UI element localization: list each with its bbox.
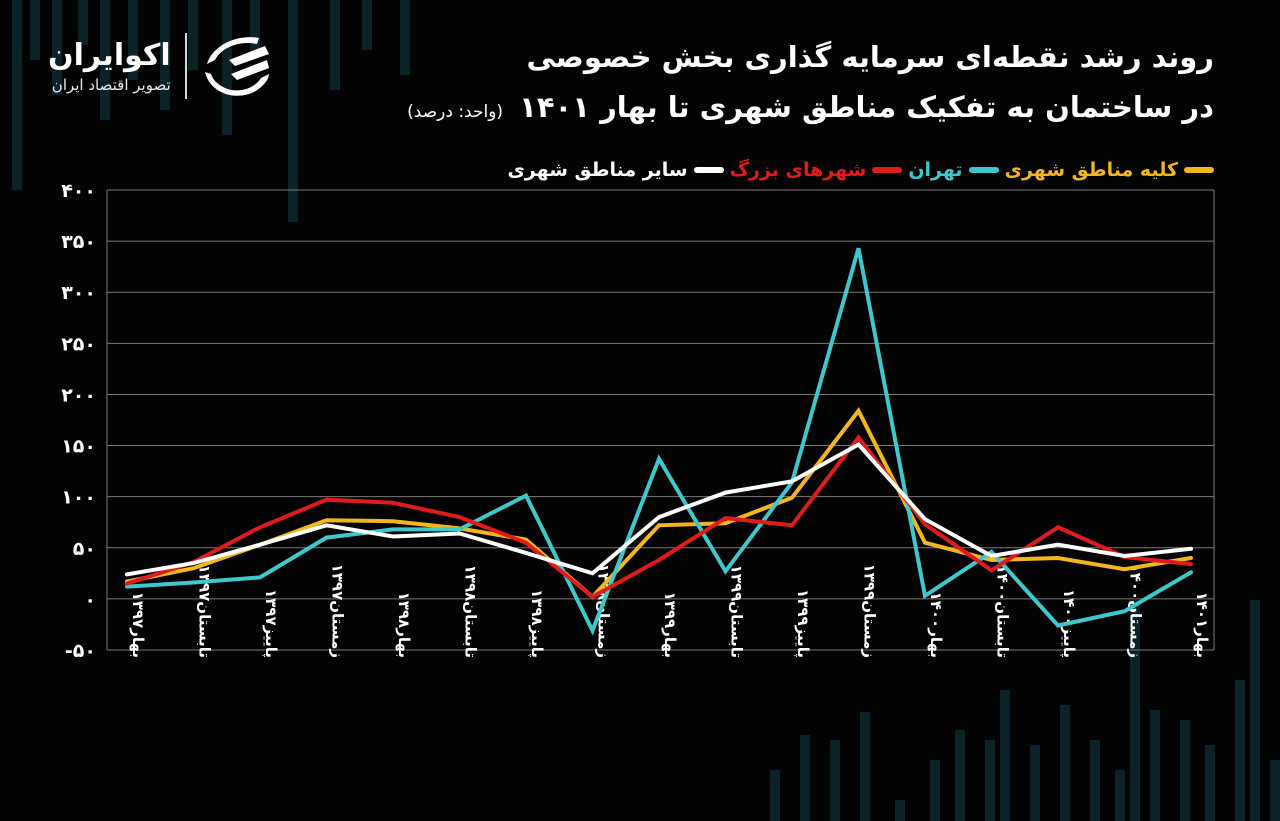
legend-swatch bbox=[968, 167, 999, 173]
x-tick-label: تابستان۱۳۹۸ bbox=[462, 565, 480, 658]
series-line bbox=[125, 434, 1193, 600]
series-line bbox=[125, 247, 1193, 636]
series-line bbox=[125, 407, 1193, 600]
y-tick-label: -۵۰ bbox=[65, 640, 96, 662]
legend-item-big-cities: شهرهای بزرگ bbox=[730, 159, 903, 181]
legend-label: کلیه مناطق شهری bbox=[1004, 159, 1178, 181]
y-axis-labels: -۵۰ ۰ ۵۰ ۱۰۰ ۱۵۰ ۲۰۰ ۲۵۰ ۳۰۰ ۳۵۰ ۴۰۰ bbox=[61, 180, 96, 662]
brand-swoosh-icon bbox=[204, 37, 269, 96]
chart-title: روند رشد نقطه‌ای سرمایه گذاری بخش خصوصی … bbox=[407, 32, 1214, 137]
legend-item-tehran: تهران bbox=[908, 159, 999, 181]
series-line bbox=[125, 441, 1193, 577]
unit-label: (واحد: درصد) bbox=[407, 102, 504, 122]
legend-label: سایر مناطق شهری bbox=[507, 159, 688, 181]
chart-gridlines bbox=[106, 189, 1215, 651]
legend-label: تهران bbox=[908, 159, 963, 181]
brand-logo: اکوایران تصویر اقتصاد ایران bbox=[48, 30, 273, 102]
y-tick-label: ۱۰۰ bbox=[61, 487, 96, 509]
x-tick-label: بهار۱۳۹۸ bbox=[395, 592, 413, 658]
y-tick-label: ۵۰ bbox=[73, 538, 96, 560]
y-tick-label: ۲۰۰ bbox=[61, 384, 96, 406]
x-tick-label: تابستان۱۳۹۷ bbox=[196, 565, 214, 658]
legend-item-all-urban: کلیه مناطق شهری bbox=[1005, 159, 1214, 181]
x-tick-label: پاییز۱۳۹۹ bbox=[793, 589, 812, 658]
title-line-1: روند رشد نقطه‌ای سرمایه گذاری بخش خصوصی bbox=[526, 40, 1214, 74]
x-tick-label: زمستان۱۴۰۰ bbox=[1127, 564, 1145, 658]
x-tick-label: زمستان۱۳۹۷ bbox=[329, 564, 347, 658]
x-tick-label: بهار۱۳۹۹ bbox=[661, 592, 679, 658]
x-tick-label: بهار۱۴۰۰ bbox=[927, 592, 945, 658]
y-tick-label: ۳۵۰ bbox=[61, 231, 96, 253]
y-tick-label: ۴۰۰ bbox=[61, 180, 96, 202]
legend-label: شهرهای بزرگ bbox=[729, 159, 867, 181]
brand-name: اکوایران bbox=[48, 38, 171, 73]
y-tick-label: ۳۰۰ bbox=[61, 282, 96, 304]
legend-swatch bbox=[693, 167, 724, 173]
x-tick-label: تابستان۱۳۹۹ bbox=[728, 565, 746, 658]
x-tick-label: بهار۱۳۹۷ bbox=[129, 592, 147, 658]
y-tick-label: ۲۵۰ bbox=[61, 333, 96, 355]
y-tick-label: ۰ bbox=[84, 589, 96, 611]
x-tick-label: تابستان۱۴۰۰ bbox=[994, 565, 1012, 658]
x-tick-label: پاییز۱۳۹۸ bbox=[527, 589, 546, 658]
legend-swatch bbox=[1184, 167, 1214, 173]
x-axis-labels: بهار۱۳۹۷ تابستان۱۳۹۷ پاییز۱۳۹۷ زمستان۱۳۹۷ به… bbox=[129, 564, 1211, 658]
x-tick-label: بهار۱۴۰۱ bbox=[1193, 592, 1211, 658]
x-tick-label: زمستان۱۳۹۹ bbox=[861, 564, 879, 658]
logo-divider bbox=[184, 33, 187, 99]
legend-swatch bbox=[872, 167, 903, 173]
chart-legend: کلیه مناطق شهری تهران شهرهای بزرگ سایر م… bbox=[507, 159, 1214, 181]
y-tick-label: ۱۵۰ bbox=[61, 436, 96, 458]
x-tick-label: پاییز۱۳۹۷ bbox=[261, 589, 280, 658]
brand-tagline: تصویر اقتصاد ایران bbox=[51, 76, 171, 94]
chart-series bbox=[125, 247, 1193, 636]
title-line-2: در ساختمان به تفکیک مناطق شهری تا بهار ۱… bbox=[519, 90, 1214, 124]
legend-item-other-urban: سایر مناطق شهری bbox=[507, 159, 724, 181]
